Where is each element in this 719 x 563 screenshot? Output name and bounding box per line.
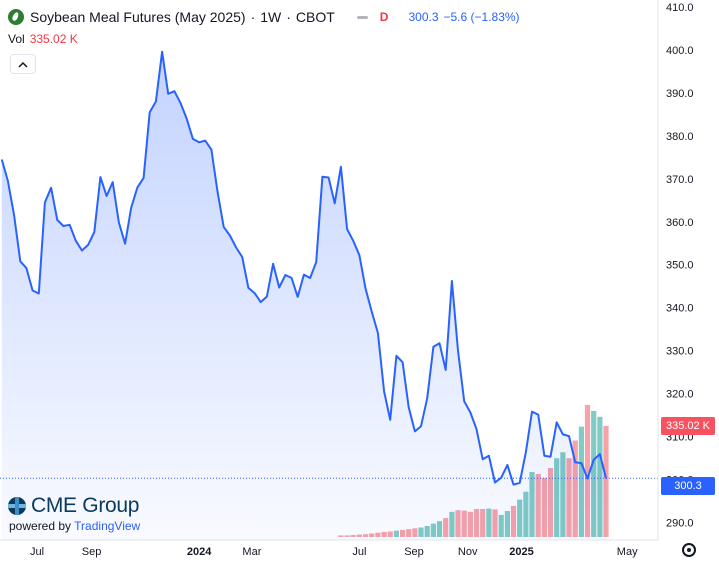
cme-globe-icon [8, 497, 26, 515]
collapse-legend-button[interactable] [10, 54, 36, 74]
soybean-logo-icon [8, 9, 24, 25]
x-axis-tick-label: 2024 [187, 546, 212, 558]
volume-value: 335.02 K [29, 32, 78, 46]
settings-icon[interactable] [682, 543, 696, 557]
symbol-title[interactable]: Soybean Meal Futures (May 2025) [30, 9, 246, 25]
y-axis-tick-label: 390.0 [666, 88, 694, 100]
price-area [1, 51, 607, 540]
x-axis-tick-label: Nov [458, 546, 478, 558]
volume-label: Vol [8, 32, 25, 46]
y-axis-tick-label: 350.0 [666, 260, 694, 272]
y-axis-tick-label: 400.0 [666, 45, 694, 57]
price-line [0, 50, 607, 486]
exchange-label: CBOT [295, 9, 335, 25]
powered-by-text: powered by [9, 519, 72, 533]
powered-by-tradingview[interactable]: powered by TradingView [9, 519, 140, 533]
title-separator: · [250, 9, 256, 25]
symbol-legend: Soybean Meal Futures (May 2025) · 1W · C… [8, 7, 520, 27]
y-axis-tick-label: 340.0 [666, 303, 694, 315]
x-axis-tick-label: May [617, 546, 638, 558]
price-change-value: −5.6 (−1.83%) [443, 10, 520, 24]
last-price-tag: 300.3 [661, 477, 715, 495]
x-axis-tick-label: Jul [30, 546, 44, 558]
y-axis-tick-label: 330.0 [666, 346, 694, 358]
y-axis-tick-label: 380.0 [666, 131, 694, 143]
cme-group-logo[interactable]: CME Group [8, 494, 139, 518]
interval-separator: · [286, 9, 291, 25]
y-axis-tick-label: 360.0 [666, 217, 694, 229]
y-axis-tick-label: 410.0 [666, 2, 694, 14]
x-axis-tick-label: Sep [404, 546, 424, 558]
interval-label[interactable]: 1W [260, 9, 282, 25]
y-axis-tick-label: 320.0 [666, 389, 694, 401]
volume-price-tag: 335.02 K [661, 417, 715, 435]
market-status-badge[interactable]: D [379, 10, 389, 24]
last-price-value: 300.3 [408, 10, 439, 24]
market-status-dot-icon [356, 15, 368, 19]
x-axis-tick-label: Sep [82, 546, 102, 558]
y-axis-tick-label: 290.0 [666, 517, 694, 529]
x-axis-tick-label: 2025 [509, 546, 533, 558]
cme-wordmark: CME Group [31, 494, 140, 517]
tradingview-link[interactable]: TradingView [74, 519, 141, 533]
x-axis-tick-label: Mar [242, 546, 261, 558]
chevron-up-icon [18, 61, 28, 68]
x-axis-tick-label: Jul [352, 546, 366, 558]
volume-legend: Vol 335.02 K [8, 32, 78, 46]
volume-bar [584, 405, 591, 537]
y-axis-tick-label: 370.0 [666, 174, 694, 186]
